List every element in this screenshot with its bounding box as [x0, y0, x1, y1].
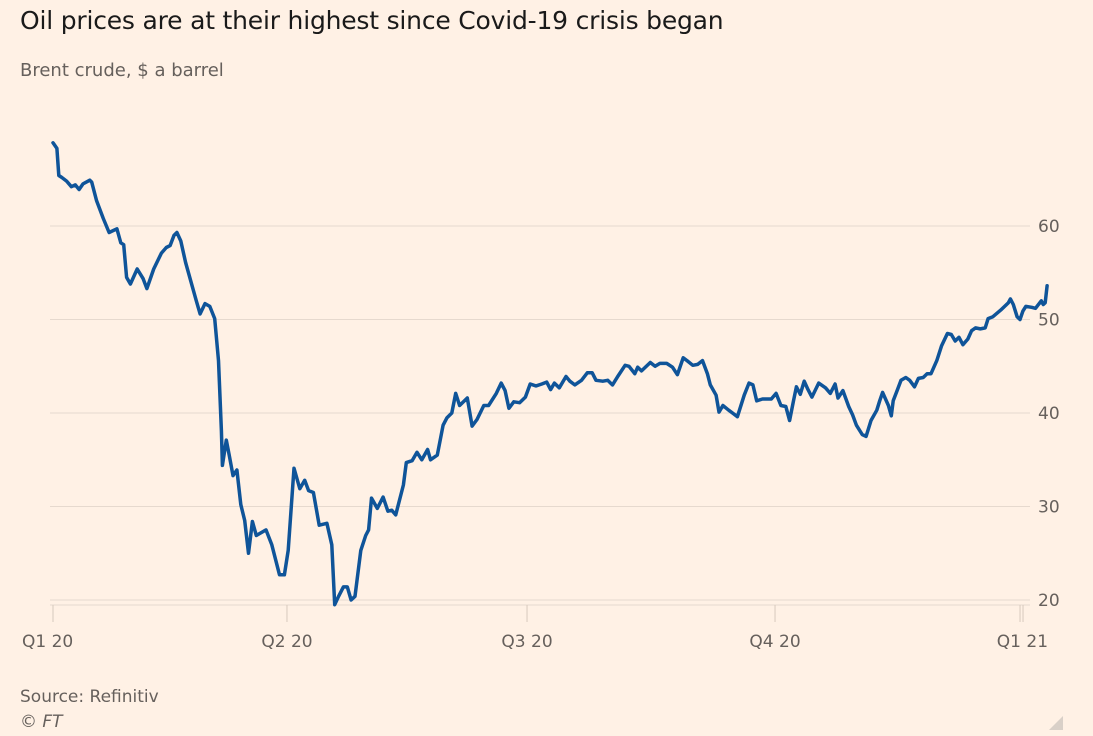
- x-tick-label: Q3 20: [501, 632, 552, 652]
- copyright-note: © FT: [20, 712, 63, 732]
- line-chart: Q1 20 Q2 20 Q3 20 Q4 20 Q1 21 20 30 40 50 60: [22, 141, 1060, 652]
- y-axis: 20 30 40 50 60: [1038, 217, 1060, 611]
- gridlines: [50, 225, 1030, 601]
- x-tick-label: Q1 21: [997, 632, 1048, 652]
- source-note: Source: Refinitiv: [20, 687, 159, 707]
- y-tick-label: 30: [1038, 498, 1060, 518]
- chart-title: Oil prices are at their highest since Co…: [20, 6, 724, 35]
- x-axis: Q1 20 Q2 20 Q3 20 Q4 20 Q1 21: [22, 604, 1048, 652]
- resize-handle-icon[interactable]: [1049, 716, 1063, 730]
- y-tick-label: 60: [1038, 217, 1060, 237]
- chart-subtitle: Brent crude, $ a barrel: [20, 60, 224, 81]
- series-line-brent-crude: [51, 141, 1049, 607]
- y-tick-label: 40: [1038, 404, 1060, 424]
- y-tick-label: 20: [1038, 591, 1060, 611]
- x-tick-label: Q4 20: [749, 632, 800, 652]
- series: [51, 141, 1049, 607]
- y-tick-label: 50: [1038, 311, 1060, 331]
- x-tick-label: Q1 20: [22, 632, 73, 652]
- x-tick-label: Q2 20: [261, 632, 312, 652]
